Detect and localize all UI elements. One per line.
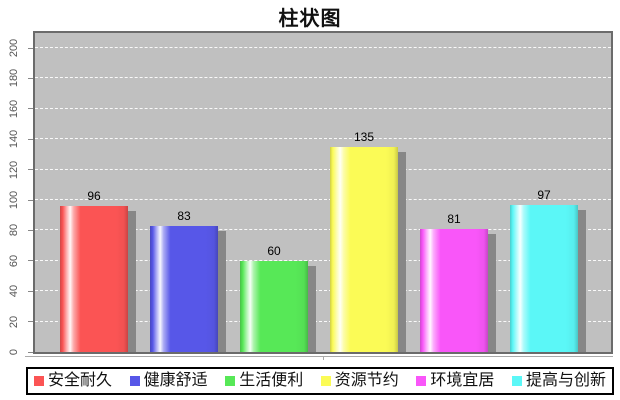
- y-axis-label: 180: [8, 69, 20, 88]
- bar-1: [60, 206, 128, 352]
- gridline: [35, 107, 611, 109]
- plot-area: 96 83 60 135 81 97: [33, 31, 613, 354]
- gridline: [35, 320, 611, 322]
- gridline: [35, 229, 611, 231]
- bar-value-label: 83: [177, 209, 191, 223]
- legend-swatch-icon: [511, 376, 522, 386]
- bar-value-label: 60: [267, 244, 281, 258]
- bar-value-label: 135: [353, 130, 375, 144]
- y-axis-label: 200: [8, 38, 20, 58]
- gridline: [35, 290, 611, 292]
- y-axis-label: 80: [8, 224, 20, 237]
- y-axis-label: 40: [8, 285, 20, 298]
- legend-swatch-icon: [129, 376, 140, 386]
- y-axis-label: 140: [8, 130, 20, 149]
- legend-item: 健康舒适: [129, 372, 208, 389]
- x-axis-tick: [323, 356, 324, 360]
- legend-item: 环境宜居: [416, 373, 494, 389]
- legend-swatch-icon: [34, 376, 44, 386]
- legend: 安全耐久 健康舒适 生活便利 资源节约 环境宜居 提高与创新: [26, 367, 614, 395]
- bar-value-label: 96: [87, 189, 101, 203]
- legend-swatch-icon: [225, 376, 236, 386]
- gridline: [35, 199, 611, 200]
- legend-label: 资源节约: [334, 372, 399, 389]
- legend-label: 健康舒适: [143, 372, 208, 389]
- y-axis-label: 160: [8, 99, 20, 118]
- legend-item: 生活便利: [225, 373, 303, 389]
- gridline: [35, 47, 611, 48]
- legend-label: 安全耐久: [48, 372, 113, 389]
- y-axis-label: 100: [8, 190, 20, 210]
- x-axis-line: [25, 356, 613, 357]
- legend-item: 提高与创新: [511, 372, 606, 389]
- legend-label: 提高与创新: [525, 372, 606, 389]
- gridline: [35, 168, 611, 170]
- y-axis-label: 20: [8, 315, 20, 328]
- bar-6: [510, 205, 578, 352]
- bar-5: [420, 229, 488, 352]
- y-axis-label: 60: [8, 254, 20, 267]
- bar-value-label: 97: [537, 188, 551, 202]
- bar-4: [330, 147, 398, 352]
- legend-label: 环境宜居: [430, 372, 495, 389]
- legend-item: 资源节约: [320, 372, 399, 389]
- gridline: [35, 138, 611, 140]
- legend-label: 生活便利: [239, 372, 304, 389]
- bar-3: [240, 261, 308, 352]
- gridline: [35, 77, 611, 79]
- legend-swatch-icon: [320, 376, 331, 386]
- bar-2: [150, 226, 218, 352]
- y-axis-label: 120: [8, 160, 20, 179]
- legend-swatch-icon: [416, 376, 427, 386]
- bar-value-label: 81: [447, 212, 461, 226]
- chart-title: 柱状图: [278, 8, 342, 30]
- y-axis-label: 0: [8, 348, 20, 356]
- legend-item: 安全耐久: [34, 373, 112, 389]
- gridline: [35, 259, 611, 261]
